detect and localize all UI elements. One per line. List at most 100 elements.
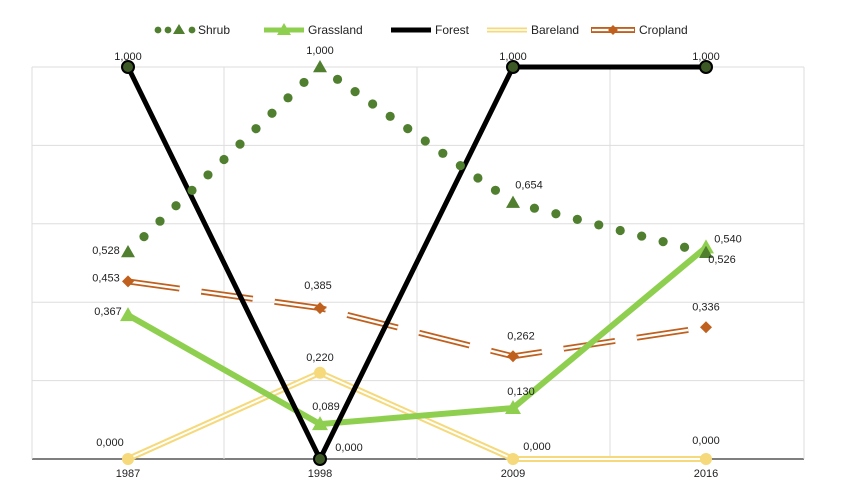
shrub-line-dot [203, 170, 213, 180]
data-label: 0,000 [692, 435, 720, 447]
legend-swatch [173, 24, 185, 34]
legend-label: Shrub [198, 23, 230, 37]
triangle-marker [505, 400, 521, 415]
x-tick-label: 1998 [308, 468, 332, 480]
bareland-marker [507, 453, 519, 465]
data-label: 1,000 [114, 51, 142, 63]
legend-item-bareland: Bareland [487, 23, 579, 37]
data-label: 1,000 [306, 45, 334, 57]
triangle-marker [699, 245, 713, 259]
shrub-line-dot [572, 214, 582, 224]
shrub-line-dot [615, 225, 625, 236]
forest-marker [121, 60, 135, 74]
series-layer [120, 60, 714, 466]
shrub-line-dot [235, 139, 245, 149]
legend-swatch [277, 23, 291, 35]
series-forest [121, 60, 713, 466]
diamond-marker [507, 350, 519, 363]
legend-item-shrub: Shrub [154, 23, 230, 37]
bareland-marker [122, 453, 134, 465]
shrub-line-dot [637, 231, 647, 241]
legend-label: Grassland [308, 23, 363, 37]
shrub-line-dot [490, 185, 501, 195]
series-cropland [122, 275, 712, 363]
diamond-marker [314, 302, 326, 315]
data-label: 0,000 [523, 441, 551, 453]
triangle-marker [120, 307, 136, 322]
cropland-line-inner [127, 280, 707, 358]
data-label: 0,540 [714, 233, 742, 245]
forest-marker [506, 60, 520, 74]
bareland-marker [700, 453, 712, 465]
forest-marker [699, 60, 713, 74]
legend-label: Forest [435, 23, 470, 37]
shrub-line-dot [473, 173, 483, 183]
x-tick-label: 2009 [501, 468, 525, 480]
shrub-line-dot [403, 124, 413, 134]
shrub-line-dot [420, 136, 430, 146]
legend-swatch [164, 26, 172, 34]
data-label: 1,000 [692, 51, 720, 63]
shrub-line-dot [529, 203, 540, 213]
shrub-line-dot [594, 220, 604, 230]
data-label: 0,000 [96, 437, 124, 449]
shrub-line-dot [155, 216, 165, 226]
legend-item-forest: Forest [391, 23, 470, 37]
shrub-line-dot [139, 232, 149, 242]
bareland-marker [314, 366, 326, 379]
shrub-line-dot [332, 74, 343, 84]
legend-item-grassland: Grassland [264, 23, 363, 37]
shrub-line-dot [350, 87, 360, 97]
grassland-line [126, 245, 708, 428]
diamond-marker [700, 321, 712, 334]
legend-label: Cropland [639, 23, 688, 37]
shrub-line-dot [299, 77, 309, 88]
triangle-marker [313, 60, 327, 73]
legend-swatch [188, 26, 196, 34]
x-tick-label: 1987 [116, 468, 140, 480]
x-axis-ticks: 1987 1998 2009 2016 [116, 468, 718, 480]
shrub-line-dot [551, 209, 561, 219]
data-label: 0,528 [92, 245, 120, 257]
shrub-line-dot [219, 154, 229, 165]
legend: Shrub Grassland Forest Bareland Cropland [154, 23, 688, 37]
x-tick-label: 2016 [694, 468, 718, 480]
legend-swatch [608, 25, 618, 35]
shrub-line-dot [658, 237, 668, 247]
data-label: 0,654 [515, 180, 543, 192]
forest-line [125, 64, 706, 465]
shrub-line-dot [679, 242, 690, 252]
data-label: 0,262 [507, 330, 535, 342]
legend-item-cropland: Cropland [591, 23, 688, 37]
data-label: 0,526 [708, 254, 736, 266]
data-label: 0,453 [92, 272, 120, 284]
data-label: 1,000 [499, 51, 527, 63]
triangle-marker [121, 245, 135, 258]
triangle-marker [506, 195, 520, 208]
shrub-line-dot [187, 185, 197, 195]
data-label: 0,130 [507, 386, 535, 398]
shrub-line-dot [251, 124, 261, 134]
shrub-line-dot [267, 108, 277, 118]
data-label: 0,220 [306, 352, 334, 364]
data-label: 0,385 [304, 280, 332, 292]
data-label: 0,367 [94, 306, 122, 318]
legend-swatch [154, 26, 162, 34]
shrub-line-dot [171, 201, 181, 211]
legend-label: Bareland [531, 23, 579, 37]
shrub-line-dot [455, 161, 465, 171]
shrub-line-dot [438, 148, 448, 158]
data-label: 0,336 [692, 301, 720, 313]
shrub-line-dot [283, 93, 293, 103]
diamond-marker [122, 275, 134, 288]
data-label: 0,000 [335, 442, 363, 454]
shrub-line-dot [385, 111, 395, 121]
data-label: 0,089 [312, 401, 340, 413]
data-labels: 0,528 1,000 0,654 0,526 0,367 0,089 0,130 0,540… [92, 45, 742, 454]
triangle-marker [312, 416, 328, 431]
forest-marker [313, 452, 327, 466]
series-shrub [121, 60, 713, 259]
shrub-line-dot [368, 99, 378, 109]
